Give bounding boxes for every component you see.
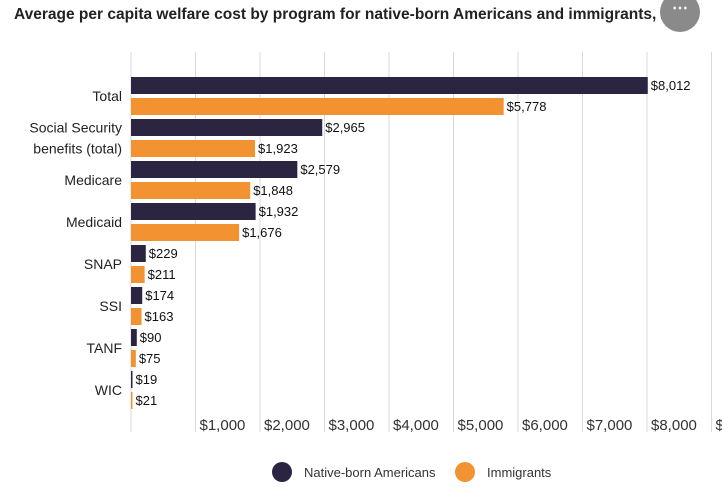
category-label: TANF bbox=[86, 340, 122, 356]
data-label: $229 bbox=[149, 246, 178, 261]
bar-immigrants bbox=[131, 266, 145, 283]
category-label: Medicare bbox=[64, 172, 122, 188]
legend-swatch-immigrants bbox=[455, 462, 475, 482]
category-label: WIC bbox=[95, 382, 122, 398]
bar-immigrants bbox=[131, 98, 504, 115]
bar-native bbox=[131, 371, 133, 388]
x-tick-label: $7,000 bbox=[587, 417, 633, 434]
data-label: $1,676 bbox=[242, 225, 282, 240]
legend: Native-born Americans Immigrants bbox=[0, 462, 722, 486]
bar-immigrants bbox=[131, 392, 133, 409]
bar-native bbox=[131, 287, 143, 304]
bar-immigrants bbox=[131, 224, 240, 241]
x-tick-label: $5,000 bbox=[458, 417, 504, 434]
bar-native bbox=[131, 77, 648, 94]
data-label: $163 bbox=[145, 309, 174, 324]
category-label: SNAP bbox=[84, 256, 122, 272]
x-tick-label: $4,000 bbox=[393, 417, 439, 434]
data-label: $174 bbox=[145, 288, 174, 303]
data-label: $2,965 bbox=[325, 120, 365, 135]
category-label: Total bbox=[92, 88, 122, 104]
legend-item-native[interactable]: Native-born Americans bbox=[272, 462, 436, 482]
x-tick-label: $9,000 bbox=[716, 417, 722, 434]
bar-chart: $1,000 $2,000 $3,000 $4,000 $5,000 $6,000 $7,0… bbox=[29, 52, 722, 434]
category-label: SSI bbox=[99, 298, 122, 314]
data-label: $5,778 bbox=[507, 99, 547, 114]
bar-immigrants bbox=[131, 350, 136, 367]
bar-native bbox=[131, 203, 256, 220]
legend-label-immigrants: Immigrants bbox=[487, 464, 552, 480]
legend-item-immigrants[interactable]: Immigrants bbox=[455, 462, 551, 482]
x-tick-label: $8,000 bbox=[651, 417, 697, 434]
data-label: $19 bbox=[136, 372, 158, 387]
data-label: $90 bbox=[140, 330, 162, 345]
category-label: benefits (total) bbox=[33, 141, 122, 157]
bar-native bbox=[131, 119, 323, 136]
data-label: $211 bbox=[148, 267, 176, 282]
bar-native bbox=[131, 329, 137, 346]
legend-label-native: Native-born Americans bbox=[304, 464, 436, 480]
bar-immigrants bbox=[131, 182, 251, 199]
data-label: $1,848 bbox=[253, 183, 293, 198]
bar-immigrants bbox=[131, 140, 256, 157]
bar-immigrants bbox=[131, 308, 142, 325]
data-label: $8,012 bbox=[651, 78, 691, 93]
category-label: Social Security bbox=[29, 120, 122, 136]
legend-swatch-native bbox=[272, 462, 292, 482]
category-label: Medicaid bbox=[66, 214, 122, 230]
data-label: $2,579 bbox=[300, 162, 340, 177]
x-tick-label: $1,000 bbox=[200, 417, 246, 434]
x-tick-label: $2,000 bbox=[264, 417, 310, 434]
bar-native bbox=[131, 245, 146, 262]
ellipsis-icon[interactable]: ⋯ bbox=[660, 0, 700, 32]
x-tick-label: $3,000 bbox=[329, 417, 375, 434]
data-label: $1,923 bbox=[258, 141, 298, 156]
chart-title: Average per capita welfare cost by progr… bbox=[14, 6, 696, 23]
x-tick-label: $6,000 bbox=[522, 417, 568, 434]
bar-native bbox=[131, 161, 298, 178]
data-label: $21 bbox=[136, 393, 158, 408]
data-label: $75 bbox=[139, 351, 161, 366]
data-label: $1,932 bbox=[259, 204, 299, 219]
